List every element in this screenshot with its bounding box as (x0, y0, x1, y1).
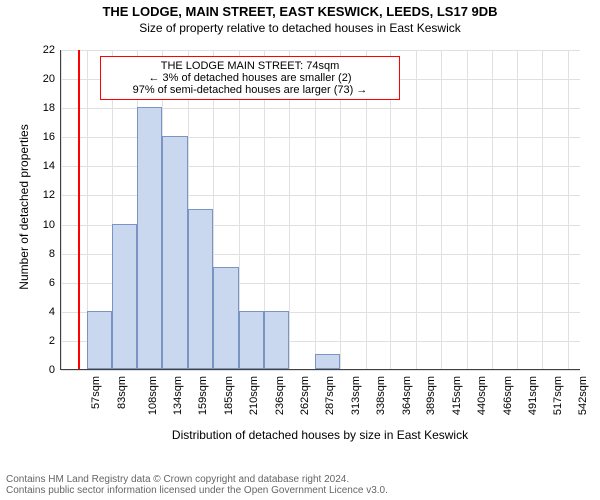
xtick-label: 440sqm (476, 376, 488, 415)
ytick-label: 8 (25, 248, 55, 260)
xtick-label: 517sqm (553, 376, 565, 415)
ytick-label: 18 (25, 102, 55, 114)
gridline-v (542, 50, 543, 369)
xtick-label: 236sqm (274, 376, 286, 415)
gridline-v (492, 50, 493, 369)
gridline-v (416, 50, 417, 369)
xtick-label: 83sqm (116, 376, 128, 409)
histogram-bar (137, 107, 162, 369)
histogram-bar (315, 354, 340, 369)
annotation-line: ← 3% of detached houses are smaller (2) (109, 72, 391, 84)
gridline-h (61, 370, 580, 371)
x-axis-label: Distribution of detached houses by size … (60, 428, 580, 442)
xtick-label: 415sqm (451, 376, 463, 415)
chart-title: THE LODGE, MAIN STREET, EAST KESWICK, LE… (0, 0, 600, 19)
annotation-line: 97% of semi-detached houses are larger (… (109, 84, 391, 96)
ytick-label: 10 (25, 219, 55, 231)
footer-line: Contains HM Land Registry data © Crown c… (6, 474, 388, 485)
ytick-label: 12 (25, 189, 55, 201)
ytick-label: 20 (25, 73, 55, 85)
ytick-label: 14 (25, 160, 55, 172)
ytick-label: 0 (25, 364, 55, 376)
xtick-label: 542sqm (577, 376, 589, 415)
histogram-bar (112, 224, 138, 369)
gridline-v (441, 50, 442, 369)
xtick-label: 159sqm (197, 376, 209, 415)
xtick-label: 210sqm (248, 376, 260, 415)
histogram-bar (239, 311, 265, 369)
histogram-bar (264, 311, 289, 369)
ytick-label: 16 (25, 131, 55, 143)
xtick-label: 287sqm (324, 376, 336, 415)
chart-subtitle: Size of property relative to detached ho… (0, 19, 600, 35)
histogram-bar (188, 209, 213, 369)
annotation-box: THE LODGE MAIN STREET: 74sqm ← 3% of det… (100, 56, 400, 100)
xtick-label: 491sqm (527, 376, 539, 415)
xtick-label: 185sqm (223, 376, 235, 415)
xtick-label: 466sqm (502, 376, 514, 415)
gridline-v (517, 50, 518, 369)
footer-line: Contains public sector information licen… (6, 485, 388, 496)
histogram-bar (162, 136, 188, 369)
ytick-label: 4 (25, 306, 55, 318)
ytick-label: 2 (25, 335, 55, 347)
xtick-label: 134sqm (173, 376, 185, 415)
gridline-h (61, 50, 580, 51)
xtick-label: 108sqm (147, 376, 159, 415)
annotation-line: THE LODGE MAIN STREET: 74sqm (109, 60, 391, 72)
gridline-v (568, 50, 569, 369)
property-marker-line (78, 50, 80, 369)
histogram-bar (213, 267, 239, 369)
gridline-v (61, 50, 62, 369)
xtick-label: 364sqm (401, 376, 413, 415)
gridline-v (467, 50, 468, 369)
ytick-label: 22 (25, 44, 55, 56)
xtick-label: 313sqm (350, 376, 362, 415)
histogram-bar (87, 311, 112, 369)
ytick-label: 6 (25, 277, 55, 289)
xtick-label: 262sqm (300, 376, 312, 415)
footer-credits: Contains HM Land Registry data © Crown c… (6, 474, 388, 496)
xtick-label: 338sqm (375, 376, 387, 415)
xtick-label: 57sqm (90, 376, 102, 409)
xtick-label: 389sqm (426, 376, 438, 415)
